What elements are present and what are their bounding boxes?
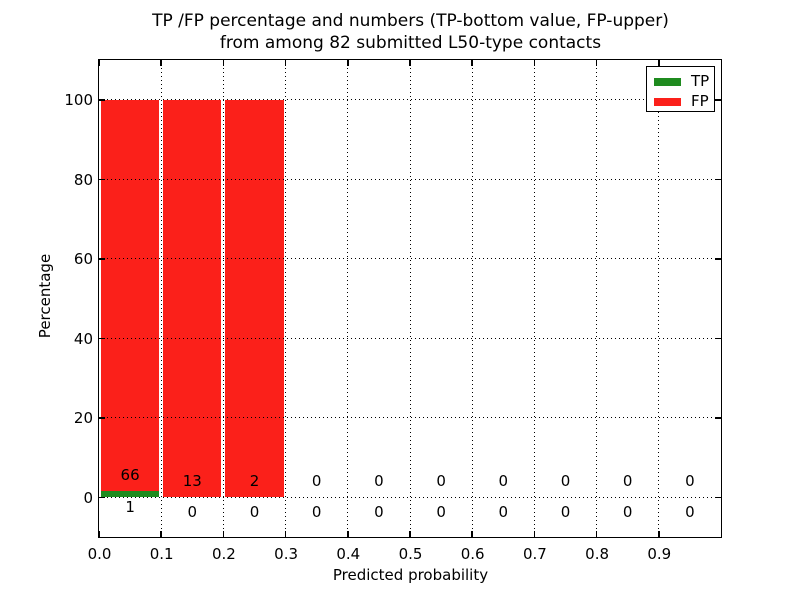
y-tick-mark (715, 337, 721, 339)
chart-title-line2: from among 82 submitted L50-type contact… (219, 33, 602, 53)
y-tick-label: 60 (73, 250, 93, 269)
x-tick-mark (533, 531, 536, 537)
tp-count-label: 0 (187, 502, 198, 521)
y-tick-mark (715, 417, 721, 419)
y-tick-mark (99, 258, 105, 260)
y-tick-mark (715, 178, 721, 180)
y-tick-label: 100 (64, 91, 93, 110)
bar-tp (101, 491, 160, 498)
x-tick-mark (533, 60, 536, 66)
x-axis-label: Predicted probability (332, 566, 489, 584)
gridline-vertical (222, 60, 224, 537)
legend-item-fp: FP (654, 93, 714, 110)
x-tick-label: 0.3 (274, 545, 299, 563)
y-tick-label: 40 (73, 329, 93, 348)
x-tick-label: 0.1 (149, 545, 174, 563)
gridline-vertical (347, 60, 349, 537)
gridline-vertical (471, 60, 473, 537)
y-tick-mark (715, 99, 721, 101)
x-tick-mark (284, 60, 287, 66)
tp-count-label: 0 (622, 502, 633, 521)
x-tick-mark (284, 531, 287, 537)
tp-count-label: 0 (249, 502, 260, 521)
fp-count-label: 0 (436, 472, 446, 491)
fp-count-label: 0 (622, 472, 633, 491)
fp-count-label: 0 (560, 472, 571, 491)
x-tick-mark (471, 60, 473, 66)
x-tick-label: 0.5 (398, 545, 423, 563)
y-tick-mark (99, 417, 105, 419)
gridline-vertical (409, 60, 411, 537)
x-tick-label: 0.8 (585, 545, 610, 563)
x-tick-mark (471, 531, 473, 537)
x-tick-label: 0.7 (522, 545, 547, 563)
bar-fp (225, 99, 284, 498)
x-tick-mark (409, 60, 411, 66)
y-tick-mark (715, 496, 721, 498)
gridline-vertical (596, 60, 598, 537)
x-tick-mark (160, 60, 162, 66)
legend: TP FP (646, 66, 715, 112)
x-tick-mark (222, 531, 225, 537)
x-tick-label: 0.9 (647, 545, 672, 563)
x-tick-mark (658, 60, 660, 66)
fp-count-label: 0 (685, 472, 695, 491)
bar-fp (163, 99, 222, 498)
legend-swatch-tp (654, 77, 681, 86)
x-tick-mark (98, 60, 100, 66)
fp-count-label: 13 (182, 472, 202, 491)
y-tick-label: 80 (73, 170, 93, 189)
tp-count-label: 1 (125, 497, 135, 516)
gridline-vertical (160, 60, 162, 537)
x-tick-mark (347, 60, 349, 66)
gridline-vertical (658, 60, 660, 537)
tp-count-label: 0 (685, 502, 695, 521)
legend-label-fp: FP (691, 92, 709, 110)
chart-title-line1: TP /FP percentage and numbers (TP-bottom… (152, 11, 669, 31)
tp-count-label: 0 (560, 502, 571, 521)
x-tick-label: 0.4 (336, 545, 361, 563)
gridline-vertical (533, 60, 535, 537)
fp-count-label: 0 (374, 472, 384, 491)
legend-swatch-fp (654, 97, 681, 106)
tp-count-label: 0 (374, 502, 384, 521)
fp-count-label: 66 (120, 466, 140, 485)
fp-count-label: 2 (249, 472, 260, 491)
fp-count-label: 0 (498, 472, 509, 491)
y-tick-mark (715, 258, 721, 260)
gridline-vertical (285, 60, 287, 537)
chart-plot-area: 66 1 13 0 2 0 0 0 0 0 0 0 0 0 0 0 0 0 0 0 (98, 59, 722, 538)
chart-title: TP /FP percentage and numbers (TP-bottom… (99, 10, 722, 54)
y-tick-label: 20 (73, 409, 93, 428)
y-tick-mark (99, 99, 105, 101)
y-tick-mark (99, 337, 105, 339)
tp-count-label: 0 (436, 502, 446, 521)
y-tick-mark (99, 496, 105, 498)
fp-count-label: 0 (311, 472, 322, 491)
y-tick-mark (99, 178, 105, 180)
x-tick-mark (658, 531, 660, 537)
tp-count-label: 0 (498, 502, 509, 521)
x-tick-mark (347, 531, 349, 537)
x-tick-label: 0.2 (211, 545, 236, 563)
bar-fp (101, 99, 160, 492)
tp-count-label: 0 (311, 502, 322, 521)
legend-item-tp: TP (654, 73, 714, 90)
x-tick-mark (98, 531, 100, 537)
x-tick-mark (160, 531, 162, 537)
x-tick-mark (595, 60, 598, 66)
x-tick-label: 0.6 (460, 545, 485, 563)
x-tick-mark (222, 60, 225, 66)
x-tick-label: 0.0 (87, 545, 112, 563)
legend-label-tp: TP (691, 72, 710, 90)
y-tick-label: 0 (83, 488, 93, 507)
x-tick-mark (595, 531, 598, 537)
x-tick-mark (409, 531, 411, 537)
